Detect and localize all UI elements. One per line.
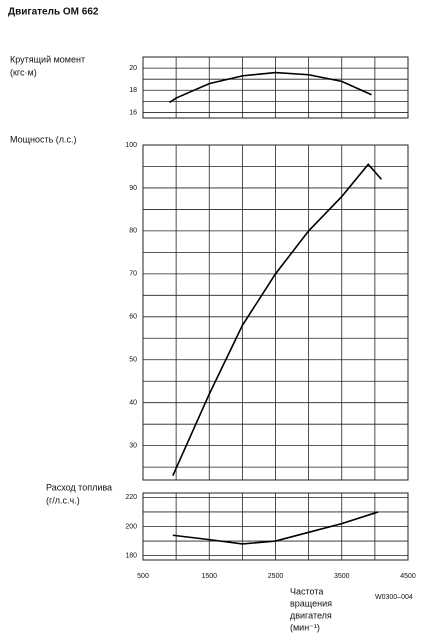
y-tick-label: 18 xyxy=(129,87,137,94)
y-tick-label: 30 xyxy=(129,442,137,449)
chart-title: Двигатель ОМ 662 xyxy=(8,7,99,18)
x-tick-label: 3500 xyxy=(334,573,350,580)
line-series xyxy=(172,163,383,477)
y-tick-label: 50 xyxy=(129,357,137,364)
x-label: вращения xyxy=(290,598,332,608)
y-tick-label: 80 xyxy=(129,228,137,235)
y-label: Расход топлива xyxy=(46,482,112,492)
y-tick-label: 20 xyxy=(129,65,137,72)
y-tick-label: 220 xyxy=(125,494,137,501)
x-label: двигателя xyxy=(290,610,332,620)
y-tick-label: 90 xyxy=(129,185,137,192)
y-tick-label: 200 xyxy=(125,523,137,530)
y-unit: (г/л.с.ч.) xyxy=(46,495,80,505)
x-label: Частота xyxy=(290,586,323,596)
y-unit: (кгс·м) xyxy=(10,67,37,77)
figure-code: W0300–004 xyxy=(375,594,413,601)
x-tick-label: 4500 xyxy=(400,573,416,580)
y-tick-label: 70 xyxy=(129,271,137,278)
y-tick-label: 40 xyxy=(129,400,137,407)
line-series xyxy=(169,71,372,104)
line-series xyxy=(172,511,379,545)
y-tick-label: 180 xyxy=(125,552,137,559)
y-label: Мощность (л.с.) xyxy=(10,134,77,144)
x-label: (мин⁻¹) xyxy=(290,622,320,632)
y-tick-label: 16 xyxy=(129,109,137,116)
x-tick-label: 2500 xyxy=(268,573,284,580)
x-tick-label: 1500 xyxy=(201,573,217,580)
x-tick-label: 500 xyxy=(137,573,149,580)
y-tick-label: 100 xyxy=(125,142,137,149)
y-tick-label: 60 xyxy=(129,314,137,321)
y-label: Крутящий момент xyxy=(10,54,85,64)
